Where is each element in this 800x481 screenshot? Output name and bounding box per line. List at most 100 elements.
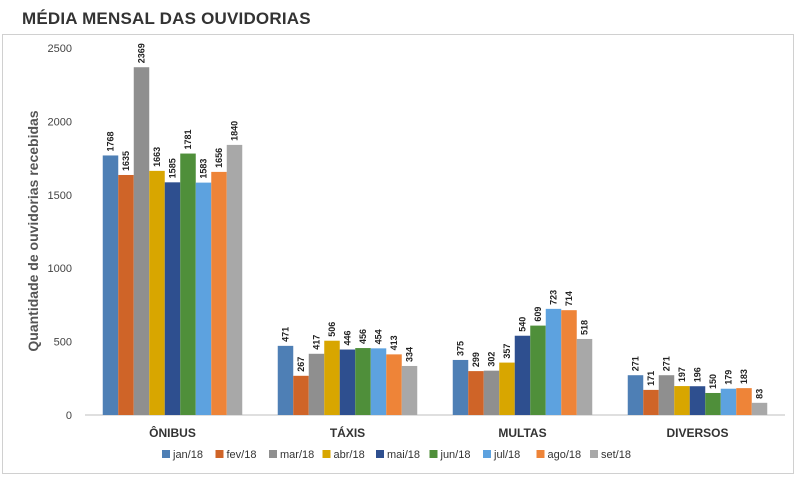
bar[interactable] [277,345,294,415]
bar[interactable] [293,375,309,415]
legend-swatch [376,450,384,458]
data-label: 299 [471,352,481,367]
bar[interactable] [705,392,721,415]
legend-swatch [483,450,491,458]
y-tick-label: 2500 [48,43,72,55]
data-label: 1768 [106,131,116,151]
legend-swatch [590,450,598,458]
bar[interactable] [386,354,402,415]
x-category-label: ÔNIBUS [149,425,196,440]
data-label: 518 [580,320,590,335]
bar[interactable] [339,349,356,415]
data-label: 375 [456,341,466,356]
bar[interactable] [370,348,387,415]
data-label: 506 [327,322,337,337]
bar[interactable] [483,370,500,415]
bar[interactable] [401,365,418,415]
legend-swatch [269,450,277,458]
data-label: 83 [755,389,765,399]
legend-label: abr/18 [334,449,365,461]
legend-swatch [162,450,170,458]
data-label: 150 [708,374,718,389]
y-tick-label: 1000 [48,263,72,275]
legend-swatch [536,450,545,458]
data-label: 179 [724,370,734,385]
bar[interactable] [324,340,340,415]
data-label: 1663 [152,147,162,167]
bar[interactable] [720,388,737,415]
bar[interactable] [308,353,325,415]
x-category-label: TÁXIS [330,425,365,440]
bar[interactable] [576,338,593,415]
data-label: 197 [677,367,687,382]
bar[interactable] [149,170,165,415]
data-label: 413 [389,335,399,350]
bar[interactable] [195,182,212,415]
bar[interactable] [674,386,690,415]
data-label: 302 [487,352,497,367]
bar[interactable] [211,171,227,415]
data-label: 417 [312,335,322,350]
bar[interactable] [164,182,181,415]
data-label: 446 [343,330,353,345]
bar[interactable] [658,375,675,415]
data-label: 714 [564,291,574,306]
data-label: 357 [502,344,512,359]
bar[interactable] [627,375,644,415]
y-tick-label: 0 [66,410,72,422]
chart-frame [2,34,794,474]
legend-label: jul/18 [493,449,520,461]
legend-label: fev/18 [227,449,257,461]
legend-swatch [429,450,438,458]
data-label: 609 [533,307,543,322]
bar[interactable] [499,362,515,415]
chart-title: MÉDIA MENSAL DAS OUVIDORIAS [22,9,311,28]
bar[interactable] [736,388,752,415]
bar[interactable] [561,310,577,415]
x-category-label: MULTAS [498,426,546,440]
data-label: 2369 [137,43,147,63]
bar[interactable] [514,335,531,415]
data-label: 183 [739,369,749,384]
legend-swatch [215,450,224,458]
legend-label: ago/18 [548,449,582,461]
data-label: 1583 [199,159,209,179]
data-label: 471 [281,327,291,342]
bar[interactable] [102,155,119,416]
legend-swatch [322,450,331,458]
data-label: 456 [358,329,368,344]
bar[interactable] [689,386,706,415]
data-label: 1840 [230,121,240,141]
bar[interactable] [545,308,562,415]
bar[interactable] [643,389,659,415]
legend-label: mar/18 [280,449,314,461]
y-tick-label: 500 [54,337,72,349]
legend-label: jun/18 [440,449,471,461]
data-label: 196 [693,367,703,382]
bar[interactable] [751,402,768,415]
legend-label: set/18 [601,449,631,461]
data-label: 454 [374,329,384,344]
legend-label: jan/18 [172,449,203,461]
bar[interactable] [133,67,150,415]
data-label: 540 [518,317,528,332]
data-label: 271 [662,356,672,371]
bar[interactable] [452,359,469,415]
bar[interactable] [530,325,546,415]
bar[interactable] [226,144,243,415]
bar[interactable] [118,174,134,415]
data-label: 171 [646,371,656,386]
bar[interactable] [180,153,196,415]
data-label: 1585 [168,158,178,178]
bar[interactable] [468,371,484,415]
data-label: 1781 [183,130,193,150]
bar[interactable] [355,348,371,415]
data-label: 723 [549,290,559,305]
data-label: 1635 [121,151,131,171]
x-category-label: DIVERSOS [666,426,728,440]
data-label: 1656 [214,148,224,168]
y-tick-label: 2000 [48,116,72,128]
y-tick-label: 1500 [48,190,72,202]
data-label: 267 [296,357,306,372]
